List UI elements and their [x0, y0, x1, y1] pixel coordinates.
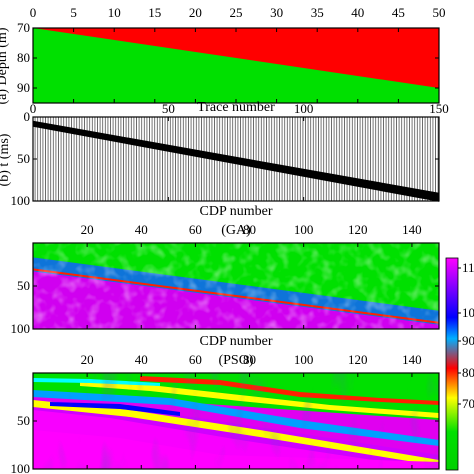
- x-tick-label: 150: [429, 101, 449, 116]
- colorbar-tick-label: 800: [462, 365, 474, 380]
- panel-b-ylabel: (b) t (ms): [0, 133, 12, 186]
- y-tick-label: 0: [24, 109, 31, 124]
- y-tick-label: 100: [11, 461, 31, 474]
- panel-b-x-ticks: 0 50 100 150: [30, 101, 449, 201]
- y-tick-label: 50: [17, 413, 30, 428]
- panel-b-y-ticks: 0 50 100: [11, 109, 439, 208]
- panel-a-x-ticks: 0 5 10 15 20 25 30 35 40 45 50: [30, 5, 446, 103]
- panel-pso-title: (PSO): [218, 353, 253, 368]
- colorbar-tick-label: 110: [462, 260, 474, 275]
- x-tick-label: 45: [392, 5, 405, 20]
- x-tick-label: 20: [189, 5, 202, 20]
- x-tick-label: 60: [189, 222, 202, 237]
- panel-ga-inversion: CDP number (GA) 20 40 60 80 100 120 140 50 100: [11, 204, 440, 336]
- x-tick-label: 30: [270, 5, 283, 20]
- panel-ga-xlabel: CDP number: [200, 204, 273, 219]
- panel-pso-x-ticks: 20 40 60 80 100 120 140: [81, 352, 422, 469]
- y-tick-label: 70: [17, 20, 30, 35]
- x-tick-label: 0: [30, 101, 37, 116]
- y-tick-label: 50: [17, 151, 30, 166]
- panel-pso-image: [33, 373, 439, 469]
- panel-a-depth-model: 0 5 10 15 20 25 30 35 40 45 50 70 80 90 (a) Depth (m…: [0, 5, 446, 104]
- y-tick-label: 50: [17, 278, 30, 293]
- x-tick-label: 40: [135, 352, 148, 367]
- x-tick-label: 120: [348, 222, 368, 237]
- x-tick-label: 50: [162, 101, 175, 116]
- x-tick-label: 10: [108, 5, 121, 20]
- x-tick-label: 35: [311, 5, 324, 20]
- panel-a-wedge: [33, 28, 439, 88]
- panel-a-y-ticks: 70 80 90: [17, 20, 439, 95]
- panel-ga-title: (GA): [221, 223, 251, 238]
- panel-pso-xlabel: CDP number: [200, 334, 273, 349]
- colorbar: 110 100 900 800 700: [445, 257, 474, 471]
- x-tick-label: 20: [81, 352, 94, 367]
- panel-ga-noise: [33, 243, 439, 329]
- x-tick-label: 140: [402, 222, 422, 237]
- panel-b-seismic-traces: Trace number 0 50 100 150 0 50 100 (b) t (ms): [0, 100, 449, 208]
- x-tick-label: 120: [348, 352, 368, 367]
- x-tick-label: 140: [402, 352, 422, 367]
- x-tick-label: 25: [230, 5, 243, 20]
- panel-pso-inversion: CDP number (PSO) 20 40 60 80 100 120 140 50 100: [11, 334, 440, 474]
- y-tick-label: 90: [17, 80, 30, 95]
- panel-b-reflection-event: [33, 120, 439, 202]
- x-tick-label: 100: [294, 101, 314, 116]
- panel-a-ylabel: (a) Depth (m): [0, 27, 10, 104]
- colorbar-gradient: [445, 257, 459, 471]
- x-tick-label: 80: [243, 222, 256, 237]
- x-tick-label: 5: [70, 5, 77, 20]
- panel-pso-y-ticks: 50 100: [11, 413, 439, 474]
- colorbar-tick-label: 100: [462, 305, 474, 320]
- x-tick-label: 20: [81, 222, 94, 237]
- x-tick-label: 60: [189, 352, 202, 367]
- y-tick-label: 80: [17, 50, 30, 65]
- y-tick-label: 100: [11, 321, 31, 336]
- colorbar-ticks: 110 100 900 800 700: [458, 260, 474, 411]
- panel-ga-y-ticks: 50 100: [11, 278, 439, 336]
- colorbar-tick-label: 900: [462, 333, 474, 348]
- colorbar-tick-label: 700: [462, 396, 474, 411]
- y-tick-label: 100: [11, 193, 31, 208]
- x-tick-label: 15: [148, 5, 161, 20]
- x-tick-label: 100: [294, 222, 314, 237]
- x-tick-label: 40: [135, 222, 148, 237]
- x-tick-label: 40: [351, 5, 364, 20]
- panel-b-xlabel: Trace number: [197, 100, 275, 115]
- x-tick-label: 100: [294, 352, 314, 367]
- x-tick-label: 50: [433, 5, 446, 20]
- x-tick-label: 80: [243, 352, 256, 367]
- panel-ga-x-ticks: 20 40 60 80 100 120 140: [81, 222, 422, 329]
- x-tick-label: 0: [30, 5, 37, 20]
